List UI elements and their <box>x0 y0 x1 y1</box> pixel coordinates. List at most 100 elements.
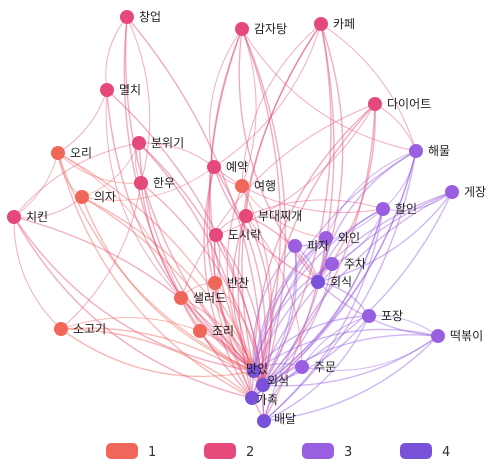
node-의자[interactable]: 의자 <box>75 190 116 204</box>
edge-할인-외식 <box>262 208 384 386</box>
node-dot[interactable] <box>245 391 259 405</box>
node-오리[interactable]: 오리 <box>51 146 92 160</box>
edge-카페-회식 <box>317 23 344 283</box>
node-포장[interactable]: 포장 <box>362 309 403 323</box>
node-label: 조리 <box>212 324 234 338</box>
node-주차[interactable]: 주차 <box>325 257 366 271</box>
edge-멸치-샐러드 <box>105 89 182 299</box>
edge-감자탕-예약 <box>209 28 243 168</box>
node-dot[interactable] <box>314 17 328 31</box>
node-감자탕[interactable]: 감자탕 <box>235 22 287 36</box>
node-label: 도시락 <box>228 228 261 242</box>
node-dot[interactable] <box>368 97 382 111</box>
node-dot[interactable] <box>319 231 333 245</box>
node-회식[interactable]: 회식 <box>311 275 352 289</box>
edge-조리-외식 <box>199 330 264 386</box>
edge-감자탕-외식 <box>241 28 287 386</box>
edge-해물-할인 <box>382 150 417 210</box>
legend-item-2[interactable]: 2 <box>204 443 254 460</box>
edge-카페-가족 <box>237 23 322 399</box>
node-피자[interactable]: 피자 <box>288 239 329 253</box>
node-dot[interactable] <box>256 378 270 392</box>
node-dot[interactable] <box>288 239 302 253</box>
edge-감자탕-회식 <box>238 28 319 283</box>
node-샐러드[interactable]: 샐러드 <box>174 291 226 305</box>
node-dot[interactable] <box>100 83 114 97</box>
node-dot[interactable] <box>257 414 271 428</box>
legend-item-1[interactable]: 1 <box>106 443 156 460</box>
legend-item-4[interactable]: 4 <box>400 443 450 460</box>
node-배달[interactable]: 배달 <box>257 412 296 428</box>
node-분위기[interactable]: 분위기 <box>132 136 184 150</box>
node-한우[interactable]: 한우 <box>134 176 175 190</box>
node-반찬[interactable]: 반찬 <box>208 275 249 290</box>
node-dot[interactable] <box>325 257 339 271</box>
node-창업[interactable]: 창업 <box>120 10 161 24</box>
edge-멸치-오리 <box>57 89 108 154</box>
legend-label: 4 <box>442 445 450 460</box>
node-dot[interactable] <box>207 160 221 174</box>
node-label: 창업 <box>139 10 161 24</box>
node-dot[interactable] <box>235 179 249 193</box>
node-dot[interactable] <box>311 275 325 289</box>
node-dot[interactable] <box>376 202 390 216</box>
node-외식[interactable]: 외식 <box>256 374 289 392</box>
node-dot[interactable] <box>208 276 222 290</box>
edge-치킨-맛있 <box>13 216 255 372</box>
node-dot[interactable] <box>295 360 309 374</box>
node-dot[interactable] <box>235 22 249 36</box>
node-여행[interactable]: 여행 <box>235 178 276 193</box>
node-소고기[interactable]: 소고기 <box>54 322 106 336</box>
node-맛있[interactable]: 맛있 <box>246 362 268 378</box>
node-해물[interactable]: 해물 <box>409 144 450 158</box>
node-dot[interactable] <box>409 144 423 158</box>
node-dot[interactable] <box>209 228 223 242</box>
node-dot[interactable] <box>362 309 376 323</box>
node-부대찌개[interactable]: 부대찌개 <box>239 209 302 223</box>
edge-다이어트-배달 <box>261 103 376 422</box>
node-dot[interactable] <box>132 136 146 150</box>
node-dot[interactable] <box>7 210 21 224</box>
node-dot[interactable] <box>193 324 207 338</box>
node-dot[interactable] <box>239 209 253 223</box>
node-label: 소고기 <box>73 322 106 336</box>
node-label: 와인 <box>338 231 360 245</box>
node-dot[interactable] <box>445 185 459 199</box>
node-dot[interactable] <box>75 190 89 204</box>
node-게장[interactable]: 게장 <box>445 185 486 199</box>
edge-멸치-맛있 <box>106 89 255 372</box>
node-dot[interactable] <box>174 291 188 305</box>
node-다이어트[interactable]: 다이어트 <box>368 97 431 111</box>
edge-도시락-외식 <box>215 234 264 386</box>
node-dot[interactable] <box>431 329 445 343</box>
node-dot[interactable] <box>134 176 148 190</box>
node-도시락[interactable]: 도시락 <box>209 228 261 242</box>
edge-부대찌개-주문 <box>245 215 303 368</box>
node-label: 가족 <box>256 393 278 407</box>
node-label: 여행 <box>254 178 276 193</box>
edge-부대찌개-회식 <box>245 215 319 283</box>
node-카페[interactable]: 카페 <box>314 17 355 31</box>
node-조리[interactable]: 조리 <box>193 324 234 338</box>
node-label: 주차 <box>344 257 366 271</box>
node-dot[interactable] <box>51 146 65 160</box>
edge-주문-포장 <box>301 315 370 368</box>
node-떡볶이[interactable]: 떡볶이 <box>431 329 483 343</box>
edge-할인-배달 <box>263 208 384 422</box>
node-치킨[interactable]: 치킨 <box>7 210 48 224</box>
legend-item-3[interactable]: 3 <box>302 443 352 460</box>
node-와인[interactable]: 와인 <box>319 231 360 245</box>
edge-여행-와인 <box>241 185 327 239</box>
node-dot[interactable] <box>120 10 134 24</box>
node-dot[interactable] <box>54 322 68 336</box>
edge-해물-맛있 <box>253 150 417 372</box>
edge-예약-외식 <box>213 166 267 386</box>
node-주문[interactable]: 주문 <box>295 360 336 374</box>
node-가족[interactable]: 가족 <box>245 391 278 407</box>
node-할인[interactable]: 할인 <box>376 202 417 216</box>
node-label: 해물 <box>428 144 450 158</box>
node-dot[interactable] <box>247 364 261 378</box>
node-예약[interactable]: 예약 <box>207 159 248 174</box>
node-멸치[interactable]: 멸치 <box>100 83 141 97</box>
